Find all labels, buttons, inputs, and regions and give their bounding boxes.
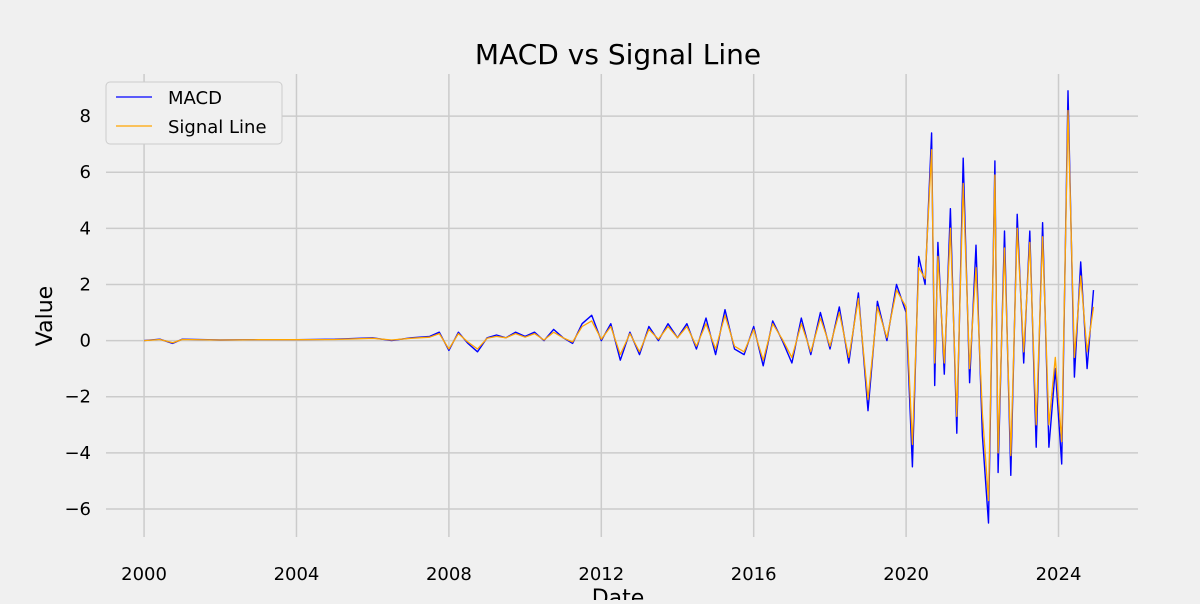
y-axis-label: Value	[33, 286, 58, 346]
x-tick-label: 2012	[578, 564, 624, 585]
y-tick-label: 0	[80, 331, 91, 352]
y-tick-label: −2	[64, 387, 91, 408]
x-tick-label: 2000	[121, 564, 167, 585]
x-axis-ticks: 2000 2004 2008 2012 2016 2020 2024	[121, 564, 1081, 585]
y-tick-label: −6	[64, 499, 91, 520]
x-tick-label: 2020	[883, 564, 929, 585]
grid	[106, 74, 1138, 537]
y-tick-label: 6	[80, 162, 91, 183]
legend: MACD Signal Line	[105, 81, 283, 145]
signal-line	[144, 109, 1095, 502]
y-tick-label: 2	[80, 274, 91, 295]
legend-signal-label: Signal Line	[168, 117, 267, 138]
y-tick-label: 8	[80, 106, 91, 127]
x-tick-label: 2004	[274, 564, 320, 585]
chart-title: MACD vs Signal Line	[475, 38, 761, 71]
series-lines	[144, 90, 1095, 524]
y-tick-label: −4	[64, 443, 91, 464]
x-tick-label: 2024	[1036, 564, 1082, 585]
x-axis-label: Date	[592, 586, 645, 600]
legend-macd-label: MACD	[168, 88, 222, 109]
y-axis-ticks: −6 −4 −2 0 2 4 6 8	[64, 106, 91, 520]
x-tick-label: 2008	[426, 564, 472, 585]
x-tick-label: 2016	[731, 564, 777, 585]
y-tick-label: 4	[80, 218, 91, 239]
